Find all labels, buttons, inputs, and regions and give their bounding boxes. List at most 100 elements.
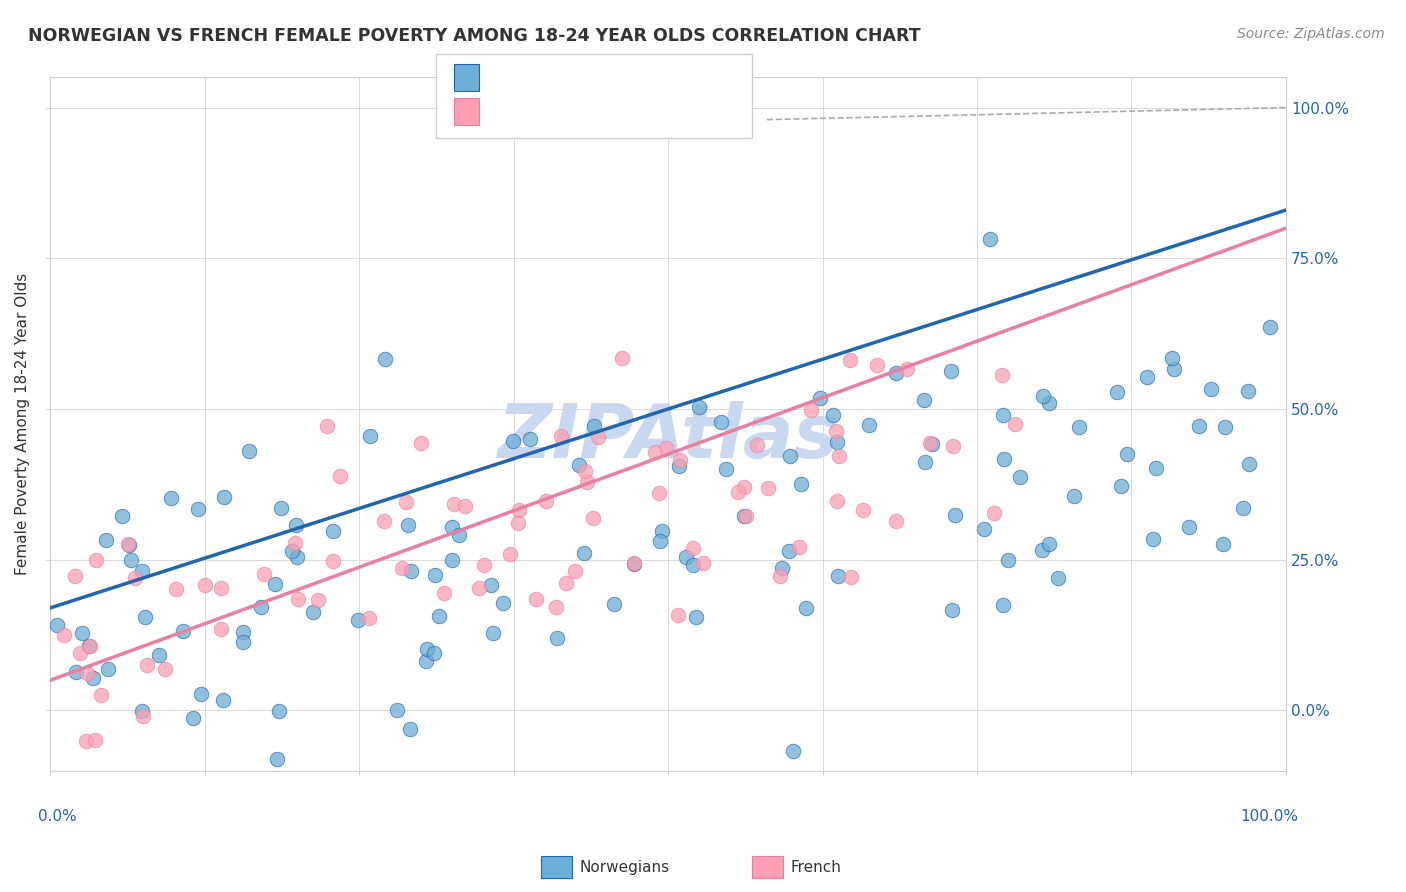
Point xyxy=(65,665,87,680)
Point xyxy=(322,524,344,538)
Point xyxy=(441,519,464,533)
Point xyxy=(1032,388,1054,402)
Y-axis label: Female Poverty Among 18-24 Year Olds: Female Poverty Among 18-24 Year Olds xyxy=(15,273,30,575)
Point xyxy=(839,353,862,368)
Point xyxy=(194,578,217,592)
Point xyxy=(941,603,963,617)
Point xyxy=(939,364,962,378)
Point xyxy=(770,561,793,575)
Point xyxy=(546,631,568,645)
Point xyxy=(1163,362,1185,376)
Point xyxy=(778,543,800,558)
Point xyxy=(301,605,323,619)
Point xyxy=(912,393,935,408)
Point xyxy=(70,625,93,640)
Point xyxy=(918,436,941,450)
Point xyxy=(572,546,595,560)
Point xyxy=(118,538,141,552)
Point xyxy=(284,517,307,532)
Text: 0.0%: 0.0% xyxy=(38,809,76,824)
Point xyxy=(810,392,832,406)
Point xyxy=(53,628,76,642)
Point xyxy=(651,524,673,538)
Point xyxy=(865,358,887,372)
Point xyxy=(211,623,233,637)
Point xyxy=(423,646,446,660)
Point xyxy=(733,480,755,494)
Point xyxy=(852,503,875,517)
Point xyxy=(238,444,260,458)
Point xyxy=(745,437,768,451)
Point xyxy=(583,418,606,433)
Point xyxy=(160,491,183,506)
Point xyxy=(582,510,605,524)
Point xyxy=(90,688,112,702)
Point xyxy=(172,624,194,639)
Point xyxy=(655,441,678,455)
Point xyxy=(131,564,153,578)
Point xyxy=(124,571,146,585)
Point xyxy=(1237,384,1260,398)
Text: 100.0%: 100.0% xyxy=(1240,809,1298,824)
Point xyxy=(472,558,495,573)
Point xyxy=(519,432,541,446)
Point xyxy=(782,744,804,758)
Point xyxy=(1038,537,1060,551)
Point xyxy=(425,568,447,582)
Point xyxy=(586,430,609,444)
Point xyxy=(714,462,737,476)
Point xyxy=(84,732,107,747)
Point xyxy=(214,490,236,504)
Point xyxy=(399,564,422,578)
Point xyxy=(688,400,710,414)
Point xyxy=(232,624,254,639)
Point xyxy=(63,569,86,583)
Point xyxy=(492,596,515,610)
Point xyxy=(1237,457,1260,471)
Point xyxy=(502,434,524,449)
Point xyxy=(75,733,97,747)
Text: Source: ZipAtlas.com: Source: ZipAtlas.com xyxy=(1237,27,1385,41)
Point xyxy=(575,475,598,490)
Point xyxy=(1212,537,1234,551)
Point xyxy=(1038,396,1060,410)
Point xyxy=(440,553,463,567)
Point xyxy=(524,592,547,607)
Point xyxy=(921,437,943,451)
Point xyxy=(270,500,292,515)
Point xyxy=(415,641,437,656)
Text: NORWEGIAN VS FRENCH FEMALE POVERTY AMONG 18-24 YEAR OLDS CORRELATION CHART: NORWEGIAN VS FRENCH FEMALE POVERTY AMONG… xyxy=(28,27,921,45)
Point xyxy=(396,518,419,533)
Point xyxy=(914,455,936,469)
Point xyxy=(682,558,704,572)
Point xyxy=(82,671,104,685)
Point xyxy=(827,569,849,583)
Point xyxy=(111,509,134,524)
Point xyxy=(733,508,755,523)
Point xyxy=(284,536,307,550)
Point xyxy=(789,541,811,555)
Point xyxy=(1199,383,1222,397)
Point xyxy=(993,408,1015,422)
Point xyxy=(623,557,645,571)
Point xyxy=(979,232,1001,246)
Point xyxy=(1067,419,1090,434)
Point xyxy=(675,549,697,564)
Point xyxy=(825,424,848,438)
Point xyxy=(165,582,187,597)
Point xyxy=(567,458,589,473)
Text: Norwegians: Norwegians xyxy=(579,860,669,874)
Point xyxy=(46,618,69,632)
Point xyxy=(825,435,848,450)
Point xyxy=(942,439,965,453)
Point xyxy=(1010,469,1032,483)
Point xyxy=(84,553,107,567)
Point xyxy=(387,703,409,717)
Point xyxy=(682,541,704,556)
Point xyxy=(821,408,844,422)
Point xyxy=(187,502,209,516)
Point xyxy=(117,537,139,551)
Point xyxy=(148,648,170,662)
Point xyxy=(359,611,381,625)
Point xyxy=(1135,370,1157,384)
